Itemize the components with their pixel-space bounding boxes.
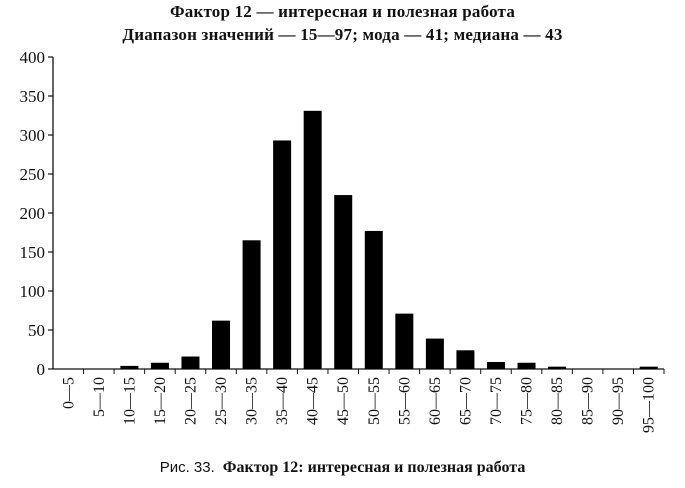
bar bbox=[517, 362, 536, 369]
x-tick-label: 35—40 bbox=[274, 377, 291, 425]
x-tick-label: 0—5 bbox=[60, 377, 77, 409]
x-tick-label: 40—45 bbox=[305, 377, 322, 425]
x-tick-label: 75—80 bbox=[519, 377, 536, 425]
x-tick-label: 55—60 bbox=[396, 377, 413, 425]
x-tick-label: 30—35 bbox=[244, 377, 261, 425]
bar bbox=[303, 110, 322, 369]
caption-number: Рис. 33. bbox=[159, 459, 215, 476]
x-tick-label: 60—65 bbox=[427, 377, 444, 425]
bar bbox=[548, 366, 567, 369]
x-tick-label: 90—95 bbox=[610, 377, 627, 425]
bar bbox=[486, 361, 505, 369]
y-tick-label: 100 bbox=[20, 282, 46, 301]
y-tick-label: 400 bbox=[20, 48, 46, 67]
bar bbox=[334, 195, 353, 369]
y-tick-label: 0 bbox=[37, 360, 46, 379]
caption-text: Фактор 12: интересная и полезная работа bbox=[222, 459, 526, 476]
x-tick-label: 50—55 bbox=[366, 377, 383, 425]
x-tick-label: 80—85 bbox=[549, 377, 566, 425]
chart-subtitle: Диапазон значений — 15—97; мода — 41; ме… bbox=[122, 25, 563, 44]
y-tick-label: 350 bbox=[20, 87, 46, 106]
x-tick-label: 5—10 bbox=[91, 377, 108, 417]
y-tick-label: 50 bbox=[28, 321, 45, 340]
figure-caption: Рис. 33. Фактор 12: интересная и полезна… bbox=[0, 459, 685, 477]
x-tick-label: 10—15 bbox=[121, 377, 138, 425]
x-tick-label: 65—70 bbox=[457, 377, 474, 425]
bar bbox=[150, 362, 169, 369]
y-tick-label: 200 bbox=[20, 204, 46, 223]
bar bbox=[364, 230, 383, 369]
x-tick-label: 45—50 bbox=[335, 377, 352, 425]
bar bbox=[456, 350, 475, 369]
y-tick-label: 300 bbox=[20, 126, 46, 145]
x-tick-label: 25—30 bbox=[213, 377, 230, 425]
x-tick-label: 20—25 bbox=[182, 377, 199, 425]
bar bbox=[181, 356, 200, 369]
bar bbox=[395, 313, 414, 369]
bar bbox=[273, 140, 292, 369]
y-tick-label: 250 bbox=[20, 165, 46, 184]
x-tick-label: 95—100 bbox=[641, 377, 658, 433]
chart-title: Фактор 12 — интересная и полезная работа bbox=[169, 2, 516, 21]
x-tick-label: 15—20 bbox=[152, 377, 169, 425]
x-tick-label: 70—75 bbox=[488, 377, 505, 425]
bar bbox=[242, 240, 261, 369]
bar bbox=[212, 320, 231, 369]
y-tick-label: 150 bbox=[20, 243, 46, 262]
x-tick-label: 85—90 bbox=[580, 377, 597, 425]
bar bbox=[120, 365, 139, 369]
bar bbox=[639, 366, 658, 369]
bar bbox=[425, 338, 444, 369]
